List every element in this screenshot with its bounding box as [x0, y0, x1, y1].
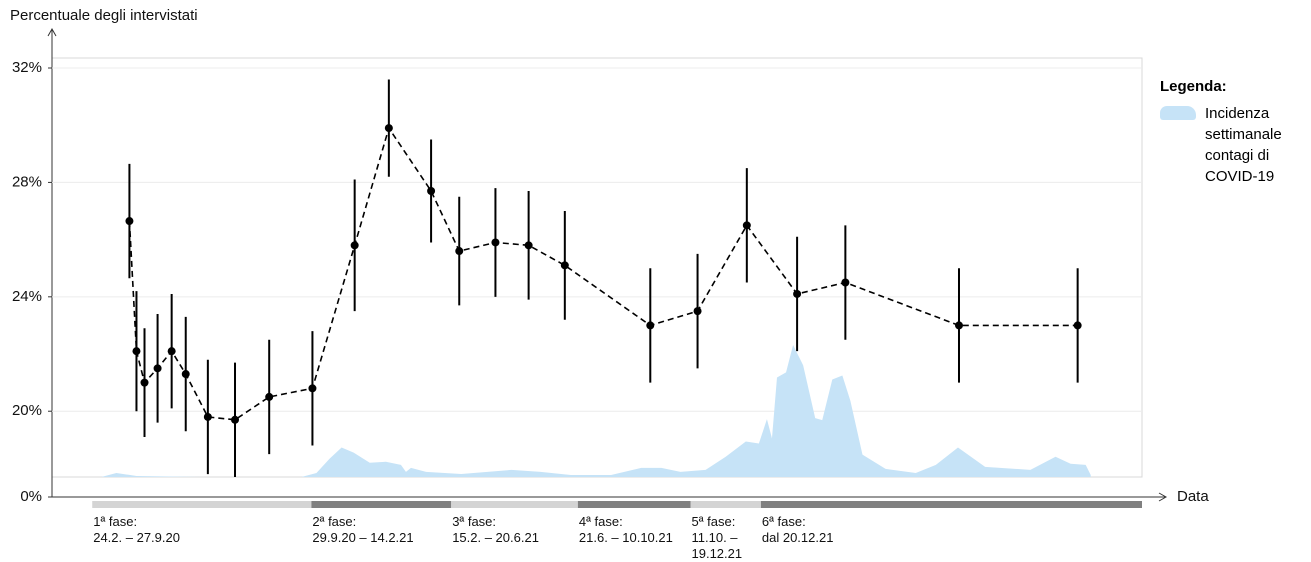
legend-swatch: [1160, 106, 1196, 120]
y-tick-label: 20%: [12, 402, 42, 419]
data-point: [455, 247, 464, 256]
x-arrow: [1158, 492, 1168, 502]
data-point: [140, 378, 149, 387]
phase-bar: [760, 501, 1142, 508]
data-point: [841, 278, 850, 287]
phase-bar: [577, 501, 691, 508]
legend-title: Legenda:: [1160, 78, 1227, 95]
phase-name: 1ª fase:: [93, 514, 138, 529]
phase-bar: [690, 501, 761, 508]
data-point: [646, 321, 655, 330]
phase-name: 3ª fase:: [452, 514, 497, 529]
data-point: [560, 261, 569, 270]
phase-range: 24.2. – 27.9.20: [93, 530, 180, 545]
data-point: [203, 412, 212, 421]
data-point: [693, 307, 702, 316]
phase-name: 2ª fase:: [312, 514, 357, 529]
phase-range: 29.9.20 – 14.2.21: [312, 530, 414, 545]
data-point: [384, 124, 393, 133]
data-point: [153, 364, 162, 373]
phase-name: 4ª fase:: [578, 514, 623, 529]
phase-range: 15.2. – 20.6.21: [452, 530, 539, 545]
phase-range: 11.10. – 19.12.21: [691, 530, 743, 561]
y-axis-label: Percentuale degli intervistati: [10, 7, 198, 24]
data-point: [308, 384, 317, 393]
incidence-area: [101, 345, 1091, 477]
data-point: [742, 221, 751, 230]
data-point: [793, 289, 802, 298]
data-point: [350, 241, 359, 250]
phase-bar: [311, 501, 452, 508]
y-tick-label: 24%: [12, 288, 42, 305]
phase-label: 6ª fase: dal 20.12.21: [762, 514, 1139, 546]
legend-label: Incidenza settimanale contagi di COVID-1…: [1205, 105, 1282, 185]
data-point: [125, 217, 134, 226]
data-point: [954, 321, 963, 330]
data-point: [491, 238, 500, 247]
phase-label: 2ª fase: 29.9.20 – 14.2.21: [312, 514, 448, 546]
x-axis-label: Data: [1177, 488, 1209, 505]
data-point: [265, 392, 274, 401]
legend-item: Incidenza settimanale contagi di COVID-1…: [1160, 103, 1310, 187]
data-point: [524, 241, 533, 250]
phase-label: 4ª fase: 21.6. – 10.10.21: [579, 514, 688, 546]
y-arrow: [47, 27, 57, 37]
data-point: [231, 415, 240, 424]
phase-bar: [451, 501, 578, 508]
y-tick-label: 0%: [20, 488, 42, 505]
y-tick-label: 28%: [12, 173, 42, 190]
data-point: [132, 347, 141, 356]
data-point: [181, 370, 190, 379]
data-point: [167, 347, 176, 356]
legend: Legenda: Incidenza settimanale contagi d…: [1160, 78, 1310, 187]
trend-line: [128, 126, 1078, 421]
phase-label: 1ª fase: 24.2. – 27.9.20: [93, 514, 308, 546]
phase-label: 5ª fase: 11.10. – 19.12.21: [692, 514, 758, 562]
data-point: [1073, 321, 1082, 330]
y-tick-label: 32%: [12, 59, 42, 76]
phase-name: 5ª fase:: [691, 514, 736, 529]
phase-range: 21.6. – 10.10.21: [578, 530, 673, 545]
plot-frame: [51, 57, 1143, 478]
phase-range: dal 20.12.21: [761, 530, 834, 545]
phase-name: 6ª fase:: [761, 514, 806, 529]
data-point: [427, 186, 436, 195]
phase-label: 3ª fase: 15.2. – 20.6.21: [452, 514, 575, 546]
phase-bar: [92, 501, 312, 508]
